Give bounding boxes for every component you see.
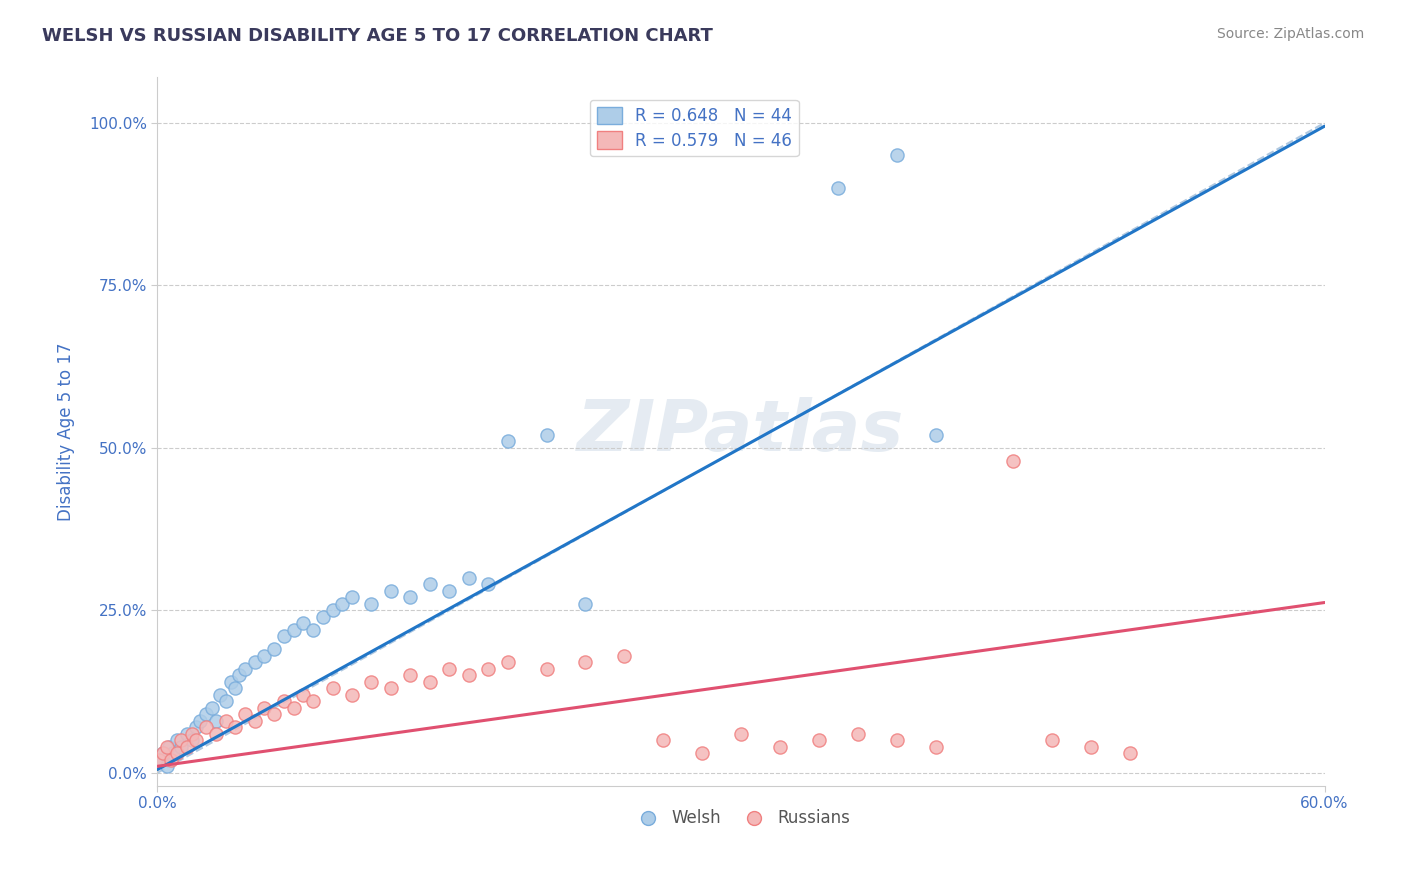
Point bbox=[1002, 454, 1025, 468]
Point bbox=[322, 603, 344, 617]
Point bbox=[886, 148, 908, 162]
Point bbox=[253, 701, 276, 715]
Point bbox=[170, 739, 193, 754]
Point bbox=[253, 648, 276, 663]
Point bbox=[157, 739, 180, 754]
Point bbox=[536, 428, 558, 442]
Point bbox=[292, 616, 315, 631]
Point bbox=[224, 681, 246, 696]
Point bbox=[340, 591, 363, 605]
Point bbox=[302, 694, 325, 708]
Point bbox=[148, 753, 170, 767]
Point bbox=[574, 656, 596, 670]
Point bbox=[380, 681, 402, 696]
Point bbox=[181, 733, 204, 747]
Point bbox=[181, 727, 204, 741]
Point bbox=[243, 714, 266, 728]
Point bbox=[156, 759, 179, 773]
Point bbox=[160, 753, 183, 767]
Y-axis label: Disability Age 5 to 17: Disability Age 5 to 17 bbox=[58, 343, 75, 521]
Point bbox=[690, 746, 713, 760]
Point bbox=[1040, 733, 1063, 747]
Point bbox=[228, 668, 250, 682]
Point bbox=[156, 739, 179, 754]
Point bbox=[496, 434, 519, 449]
Point bbox=[214, 714, 236, 728]
Point bbox=[188, 714, 211, 728]
Point bbox=[1119, 746, 1142, 760]
Point bbox=[152, 746, 174, 760]
Text: WELSH VS RUSSIAN DISABILITY AGE 5 TO 17 CORRELATION CHART: WELSH VS RUSSIAN DISABILITY AGE 5 TO 17 … bbox=[42, 27, 713, 45]
Point bbox=[846, 727, 869, 741]
Point bbox=[195, 707, 218, 722]
Point bbox=[652, 733, 675, 747]
Point bbox=[1080, 739, 1102, 754]
Point bbox=[208, 688, 231, 702]
Point bbox=[170, 733, 193, 747]
Point bbox=[457, 571, 479, 585]
Point bbox=[536, 662, 558, 676]
Point bbox=[439, 662, 461, 676]
Point bbox=[457, 668, 479, 682]
Point bbox=[312, 610, 335, 624]
Point bbox=[399, 668, 422, 682]
Point bbox=[439, 583, 461, 598]
Point bbox=[221, 674, 243, 689]
Point bbox=[360, 597, 382, 611]
Point bbox=[574, 597, 596, 611]
Point bbox=[613, 648, 636, 663]
Point bbox=[924, 739, 946, 754]
Point bbox=[162, 746, 184, 760]
Point bbox=[302, 623, 325, 637]
Point bbox=[263, 642, 285, 657]
Point bbox=[263, 707, 285, 722]
Point bbox=[886, 733, 908, 747]
Point bbox=[380, 583, 402, 598]
Point bbox=[477, 577, 499, 591]
Point bbox=[186, 733, 208, 747]
Point bbox=[273, 629, 295, 643]
Point bbox=[152, 746, 174, 760]
Point bbox=[201, 701, 224, 715]
Point bbox=[419, 674, 441, 689]
Point bbox=[283, 701, 305, 715]
Point bbox=[166, 746, 188, 760]
Point bbox=[224, 720, 246, 734]
Point bbox=[419, 577, 441, 591]
Point bbox=[399, 591, 422, 605]
Point bbox=[176, 727, 198, 741]
Legend: Welsh, Russians: Welsh, Russians bbox=[624, 803, 858, 834]
Point bbox=[283, 623, 305, 637]
Point bbox=[214, 694, 236, 708]
Point bbox=[360, 674, 382, 689]
Point bbox=[827, 181, 849, 195]
Text: ZIPatlas: ZIPatlas bbox=[578, 397, 904, 467]
Point bbox=[166, 733, 188, 747]
Point bbox=[233, 707, 256, 722]
Point bbox=[243, 656, 266, 670]
Point bbox=[769, 739, 792, 754]
Point bbox=[176, 739, 198, 754]
Point bbox=[924, 428, 946, 442]
Point bbox=[730, 727, 752, 741]
Point bbox=[322, 681, 344, 696]
Point bbox=[807, 733, 830, 747]
Point bbox=[477, 662, 499, 676]
Point bbox=[330, 597, 353, 611]
Point bbox=[273, 694, 295, 708]
Point bbox=[496, 656, 519, 670]
Text: Source: ZipAtlas.com: Source: ZipAtlas.com bbox=[1216, 27, 1364, 41]
Point bbox=[205, 714, 228, 728]
Point bbox=[150, 753, 173, 767]
Point bbox=[340, 688, 363, 702]
Point bbox=[186, 720, 208, 734]
Point bbox=[292, 688, 315, 702]
Point bbox=[205, 727, 228, 741]
Point bbox=[233, 662, 256, 676]
Point bbox=[195, 720, 218, 734]
